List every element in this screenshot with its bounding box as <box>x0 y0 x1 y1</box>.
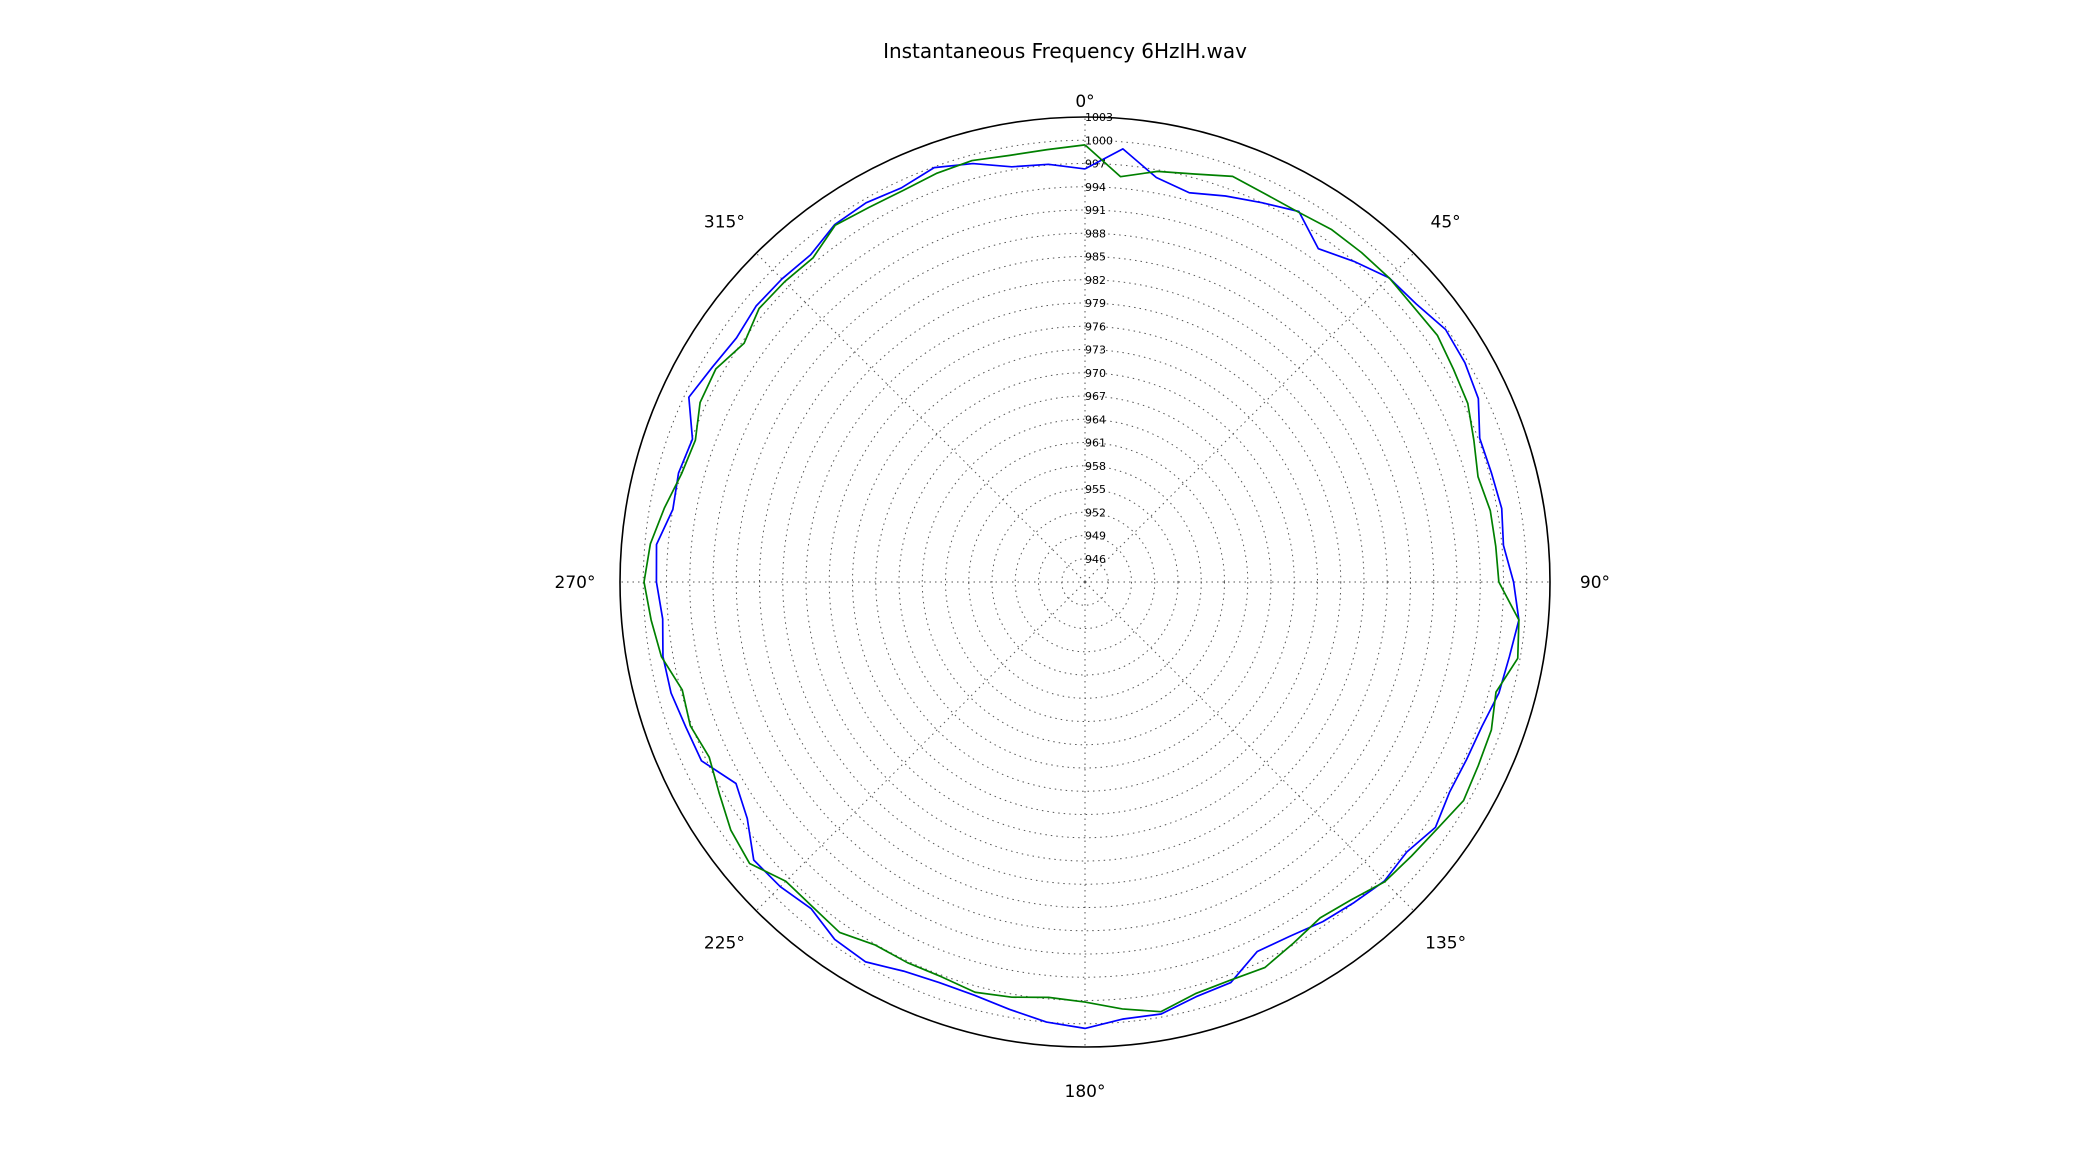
angle-tick-label: 315° <box>704 212 745 232</box>
angular-gridline <box>1084 252 1415 583</box>
grid <box>620 117 1550 1047</box>
radial-gridline <box>1038 535 1132 629</box>
series-line-2 <box>643 144 1520 1013</box>
angle-tick-label: 135° <box>1425 934 1466 954</box>
radial-tick-label: 994 <box>1085 181 1106 194</box>
radial-tick-label: 967 <box>1085 390 1106 403</box>
angle-tick-label: 0° <box>1075 92 1094 112</box>
angle-tick-label: 180° <box>1065 1082 1106 1102</box>
angular-gridline <box>755 581 1086 912</box>
radial-tick-label: 976 <box>1085 320 1106 333</box>
radial-gridline <box>782 279 1388 885</box>
radial-tick-label: 946 <box>1085 553 1106 566</box>
radial-tick-labels: 946 949 952 955 958 961 964 967 970 973 976 979 982 9… <box>1085 111 1113 566</box>
radial-tick-label: 964 <box>1085 413 1106 426</box>
radial-tick-label: 988 <box>1085 227 1106 240</box>
radial-tick-label: 1000 <box>1085 134 1113 147</box>
radial-gridline <box>735 232 1435 932</box>
radial-tick-label: 973 <box>1085 344 1106 357</box>
radial-gridline <box>712 209 1458 955</box>
radial-gridline <box>828 325 1342 839</box>
angular-gridline <box>1084 581 1415 912</box>
radial-gridline <box>805 302 1365 862</box>
radial-gridline <box>898 395 1272 769</box>
radial-tick-label: 985 <box>1085 251 1106 264</box>
radial-tick-label: 979 <box>1085 297 1106 310</box>
radial-tick-label: 958 <box>1085 460 1106 473</box>
radial-tick-label: 982 <box>1085 274 1106 287</box>
radial-gridline <box>1014 511 1156 653</box>
series-line-1 <box>655 148 1520 1030</box>
radial-gridline <box>991 488 1179 676</box>
radial-tick-label: 952 <box>1085 506 1106 519</box>
angular-gridline <box>755 252 1086 583</box>
angle-tick-label: 270° <box>555 573 596 593</box>
radial-tick-label: 970 <box>1085 367 1106 380</box>
series-layer <box>643 144 1520 1030</box>
angle-tick-label: 90° <box>1580 573 1610 593</box>
chart-title: Instantaneous Frequency 6HzIH.wav <box>883 39 1247 63</box>
angle-tick-label: 225° <box>704 934 745 954</box>
radial-gridline <box>689 186 1481 978</box>
angle-tick-label: 45° <box>1431 212 1461 232</box>
radial-tick-label: 955 <box>1085 483 1106 496</box>
radial-tick-label: 991 <box>1085 204 1106 217</box>
radial-gridline <box>921 418 1249 746</box>
radial-tick-label: 961 <box>1085 437 1106 450</box>
radial-gridline <box>945 442 1225 722</box>
radial-tick-label: 949 <box>1085 530 1106 543</box>
polar-frame <box>619 116 1551 1048</box>
angle-tick-labels: 0° 45° 90° 135° 180° 225° 270° 315° <box>555 92 1611 1102</box>
